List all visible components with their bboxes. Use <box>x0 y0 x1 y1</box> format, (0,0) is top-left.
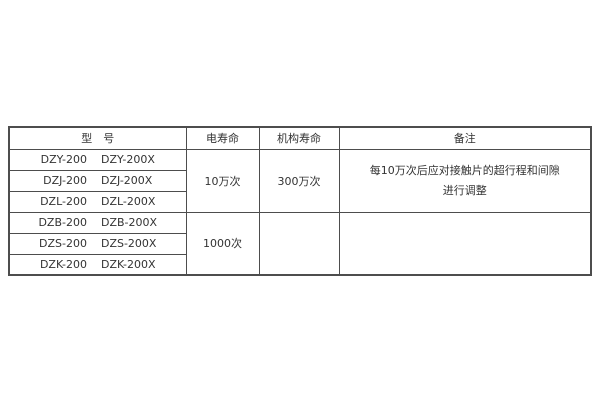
remark-line-1: 每10万次后应对接触片的超行程和间隙 <box>369 163 560 177</box>
model-cell-dzj: DZJ-200 DZJ-200X <box>8 169 187 192</box>
model-pair: DZY-200 DZY-200X <box>10 153 185 166</box>
model-name: DZY-200 <box>40 153 87 166</box>
model-name: DZK-200 <box>39 257 87 271</box>
model-cell-dzk: DZK-200 DZK-200X <box>8 253 187 276</box>
table-row: DZY-200 DZY-200X 10万次 300万次 每10万次后应对接触片的… <box>8 148 592 213</box>
table-row: DZL-200 DZL-200X <box>8 190 591 213</box>
spec-table: 型 号 电寿命 机构寿命 备注 DZY-200 DZY-200X 10万次 30… <box>8 126 592 276</box>
header-electrical-life: 电寿命 <box>185 126 260 150</box>
mechanism-life-cell-group1: 300万次 <box>258 148 340 213</box>
model-cell-dzs: DZS-200 DZS-200X <box>8 232 187 255</box>
model-pair: DZL-200 DZL-200X <box>10 195 185 208</box>
model-name-x: DZY-200X <box>100 153 155 166</box>
model-name-x: DZL-200X <box>100 195 156 208</box>
model-name: DZS-200 <box>39 237 87 250</box>
mechanism-life-cell-group2 <box>258 211 340 276</box>
header-mechanism-life: 机构寿命 <box>258 126 340 150</box>
table-row: DZB-200 DZB-200X 1000次 <box>8 211 592 276</box>
model-name-x: DZB-200X <box>100 216 158 229</box>
model-name: DZB-200 <box>38 216 87 229</box>
electrical-life-cell-group1: 10万次 <box>185 148 260 213</box>
model-pair: DZB-200 DZB-200X <box>10 216 185 229</box>
model-cell-dzl: DZL-200 DZL-200X <box>8 190 187 213</box>
model-cell-dzb: DZB-200 DZB-200X <box>8 211 187 234</box>
model-name: DZJ-200 <box>43 174 87 187</box>
model-cell-dzy: DZY-200 DZY-200X <box>8 148 187 171</box>
table-row: DZK-200 DZK-200X <box>8 253 591 276</box>
remarks-cell-group1: 每10万次后应对接触片的超行程和间隙 进行调整 <box>338 148 592 213</box>
model-name-x: DZK-200X <box>100 257 156 271</box>
remark-line-2: 进行调整 <box>442 183 487 197</box>
model-pair: DZK-200 DZK-200X <box>10 257 185 271</box>
model-name-x: DZJ-200X <box>100 174 153 187</box>
model-pair: DZS-200 DZS-200X <box>10 237 185 250</box>
header-row: 型 号 电寿命 机构寿命 备注 <box>8 126 592 150</box>
model-pair: DZJ-200 DZJ-200X <box>10 174 185 187</box>
model-name: DZL-200 <box>40 195 87 208</box>
header-remarks: 备注 <box>338 126 592 150</box>
electrical-life-cell-group2: 1000次 <box>185 211 260 276</box>
remarks-cell-group2 <box>338 211 592 276</box>
model-name-x: DZS-200X <box>100 237 157 250</box>
header-model: 型 号 <box>8 126 187 150</box>
